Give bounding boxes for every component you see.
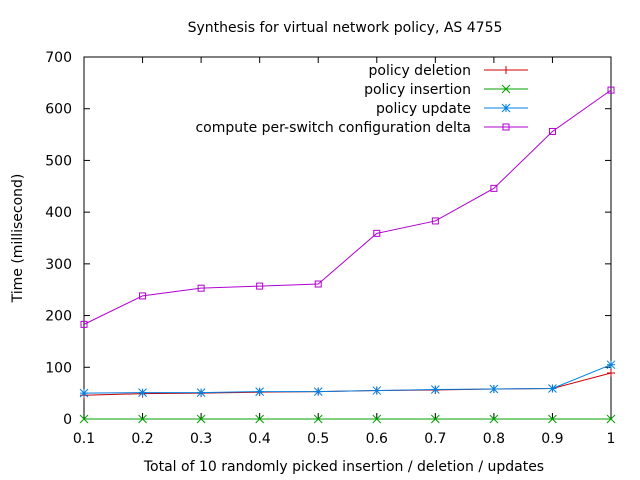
data-point — [607, 86, 615, 94]
x-tick-label: 0.5 — [307, 431, 329, 447]
y-axis-label: Time (millisecond) — [10, 174, 26, 304]
chart-title: Synthesis for virtual network policy, AS… — [188, 20, 503, 36]
data-point — [255, 387, 265, 396]
series-2 — [79, 360, 616, 398]
data-point — [606, 360, 616, 370]
series-line — [83, 364, 612, 394]
x-tick-label: 0.9 — [541, 431, 563, 447]
series-line — [83, 372, 612, 396]
data-point — [196, 388, 206, 397]
x-tick-label: 0.2 — [131, 431, 153, 447]
legend-marker — [502, 66, 510, 74]
y-tick-label: 200 — [45, 309, 72, 325]
data-point — [256, 282, 264, 290]
data-point — [79, 414, 89, 424]
data-point — [139, 292, 147, 300]
data-point — [80, 320, 88, 328]
legend: policy deletion policy insertion policy up… — [195, 63, 528, 136]
legend-label: policy insertion — [364, 82, 471, 98]
x-axis: 0.1 0.2 0.3 0.4 0.5 0.6 0.7 0.8 0.9 1 — [73, 57, 616, 447]
data-point — [548, 127, 556, 135]
data-point — [196, 414, 206, 424]
y-tick-label: 700 — [45, 50, 72, 66]
legend-label: policy deletion — [369, 63, 471, 79]
data-point — [430, 414, 440, 424]
series-3 — [80, 86, 615, 328]
data-point — [607, 368, 615, 377]
y-tick-label: 300 — [45, 257, 72, 273]
data-point — [548, 384, 557, 393]
data-point — [372, 386, 382, 395]
x-tick-label: 0.4 — [249, 431, 271, 447]
y-tick-label: 100 — [45, 360, 72, 376]
data-point — [314, 280, 322, 288]
data-point — [489, 384, 499, 394]
data-point — [313, 414, 323, 424]
data-point — [372, 414, 382, 424]
x-tick-label: 0.7 — [424, 431, 446, 447]
data-point — [138, 388, 147, 397]
data-point — [197, 284, 205, 292]
y-tick-label: 0 — [63, 412, 72, 428]
series-layer — [79, 86, 616, 424]
y-tick-label: 500 — [45, 153, 72, 169]
x-axis-label: Total of 10 randomly picked insertion / … — [143, 459, 544, 475]
legend-label: compute per-switch configuration delta — [195, 120, 471, 136]
legend-marker — [501, 84, 511, 94]
data-point — [431, 217, 439, 225]
y-tick-label: 400 — [45, 205, 72, 221]
legend-marker — [502, 123, 510, 131]
y-tick-label: 600 — [45, 102, 72, 118]
data-point — [548, 414, 557, 424]
series-1 — [79, 414, 616, 424]
x-tick-label: 0.6 — [366, 431, 388, 447]
x-tick-label: 0.8 — [483, 431, 505, 447]
legend-label: policy update — [376, 101, 471, 117]
data-point — [430, 385, 440, 394]
plot-frame — [83, 56, 612, 420]
data-point — [606, 414, 616, 424]
x-tick-label: 0.3 — [190, 431, 212, 447]
data-point — [79, 388, 89, 398]
data-point — [490, 184, 498, 192]
x-tick-label: 1 — [607, 431, 616, 447]
series-0 — [80, 368, 615, 400]
data-point — [373, 229, 381, 237]
data-point — [255, 414, 265, 424]
y-axis: 0 100 200 300 400 500 600 700 — [45, 50, 611, 428]
data-point — [138, 414, 147, 424]
x-tick-label: 0.1 — [73, 431, 95, 447]
data-point — [489, 414, 499, 424]
legend-marker — [501, 103, 511, 113]
data-point — [313, 387, 323, 396]
series-line — [83, 89, 612, 325]
